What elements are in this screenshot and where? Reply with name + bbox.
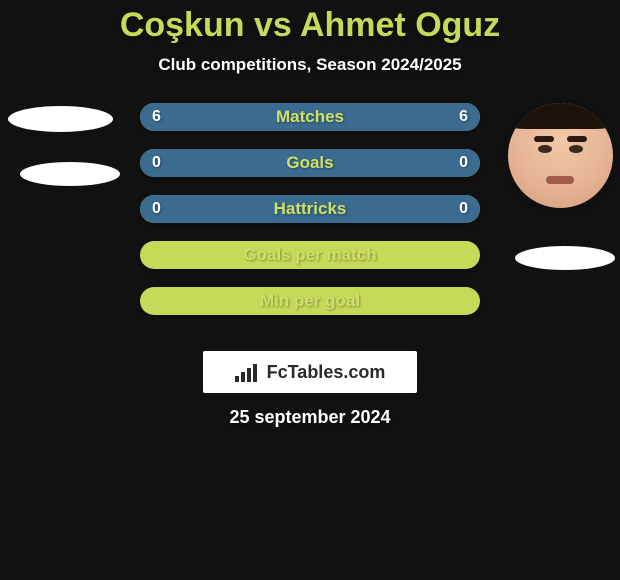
watermark: FcTables.com: [203, 351, 417, 393]
player-left-badge-placeholder: [20, 162, 120, 186]
title-vs: vs: [254, 6, 292, 44]
player-left-column: [0, 103, 120, 186]
player-right-avatar: [508, 103, 613, 208]
stat-bar-label: Hattricks: [140, 195, 480, 223]
player-right-badge-placeholder: [515, 246, 615, 270]
comparison-infographic: Coşkun vs Ahmet Oguz Club competitions, …: [0, 0, 620, 580]
page-title: Coşkun vs Ahmet Oguz: [0, 0, 620, 45]
player-left-avatar-placeholder: [8, 106, 113, 132]
stat-bar: Goals per match: [140, 241, 480, 269]
bar-chart-icon: [235, 362, 261, 382]
watermark-text: FcTables.com: [267, 362, 386, 383]
stat-bar-value-right: 0: [459, 149, 468, 177]
subtitle: Club competitions, Season 2024/2025: [0, 55, 620, 75]
player-right-column: [500, 103, 620, 270]
stat-bar-value-right: 0: [459, 195, 468, 223]
stat-bar-value-left: 6: [152, 103, 161, 131]
stat-bar-value-left: 0: [152, 149, 161, 177]
stat-bar-label: Matches: [140, 103, 480, 131]
stat-bar-label: Min per goal: [140, 287, 480, 315]
title-player1: Coşkun: [120, 6, 245, 44]
title-player2: Ahmet Oguz: [300, 6, 500, 44]
stat-bar-label: Goals per match: [140, 241, 480, 269]
stat-bar-value-right: 6: [459, 103, 468, 131]
stat-bar: Min per goal: [140, 287, 480, 315]
face-icon: [508, 103, 613, 208]
stat-bar: Matches6 6: [140, 103, 480, 131]
stat-bar: Hattricks0 0: [140, 195, 480, 223]
stats-area: Matches66Goals00Hattricks00Goals per mat…: [0, 103, 620, 333]
stat-bar-value-left: 0: [152, 195, 161, 223]
stat-bar: Goals0 0: [140, 149, 480, 177]
stat-bars: Matches66Goals00Hattricks00Goals per mat…: [140, 103, 480, 333]
date-label: 25 september 2024: [0, 407, 620, 428]
stat-bar-label: Goals: [140, 149, 480, 177]
